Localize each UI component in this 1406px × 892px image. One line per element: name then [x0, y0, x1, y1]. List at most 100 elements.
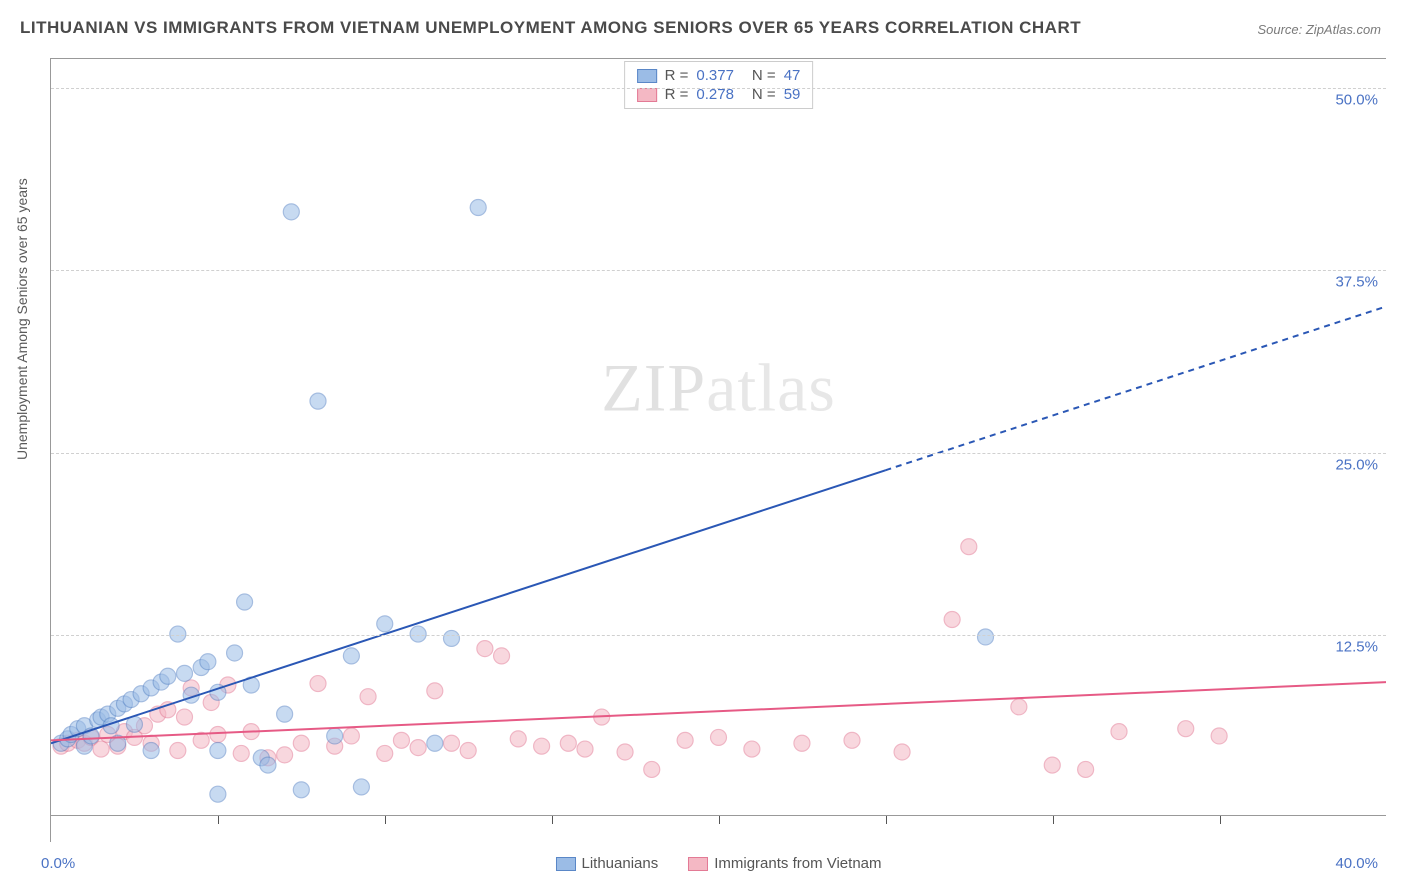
point-Immigrants from Vietnam — [360, 689, 376, 705]
point-Lithuanians — [200, 654, 216, 670]
point-Immigrants from Vietnam — [220, 677, 236, 693]
point-Lithuanians — [227, 645, 243, 661]
point-Immigrants from Vietnam — [93, 741, 109, 757]
point-Immigrants from Vietnam — [143, 735, 159, 751]
swatch-icon — [637, 69, 657, 83]
x-tick — [385, 816, 386, 824]
plot-svg — [51, 59, 1386, 842]
chart-area: ZIPatlas 0.0% 40.0% R = 0.377 N = 47 R =… — [50, 58, 1386, 842]
point-Lithuanians — [343, 648, 359, 664]
point-Lithuanians — [978, 629, 994, 645]
point-Immigrants from Vietnam — [577, 741, 593, 757]
point-Immigrants from Vietnam — [136, 718, 152, 734]
swatch-icon — [637, 88, 657, 102]
point-Immigrants from Vietnam — [243, 724, 259, 740]
point-Lithuanians — [310, 393, 326, 409]
point-Immigrants from Vietnam — [1044, 757, 1060, 773]
y-tick-label: 12.5% — [1335, 638, 1378, 655]
point-Immigrants from Vietnam — [377, 745, 393, 761]
point-Lithuanians — [123, 692, 139, 708]
point-Immigrants from Vietnam — [1011, 699, 1027, 715]
point-Immigrants from Vietnam — [894, 744, 910, 760]
point-Lithuanians — [183, 687, 199, 703]
point-Lithuanians — [427, 735, 443, 751]
point-Immigrants from Vietnam — [116, 724, 132, 740]
point-Lithuanians — [193, 660, 209, 676]
point-Immigrants from Vietnam — [711, 729, 727, 745]
r-label: R = — [665, 67, 689, 84]
point-Lithuanians — [143, 743, 159, 759]
point-Lithuanians — [70, 721, 86, 737]
legend-bottom: LithuaniansImmigrants from Vietnam — [555, 855, 881, 872]
point-Lithuanians — [210, 786, 226, 802]
source-label: Source: ZipAtlas.com — [1257, 22, 1381, 37]
point-Immigrants from Vietnam — [844, 732, 860, 748]
point-Lithuanians — [60, 731, 76, 747]
point-Immigrants from Vietnam — [203, 694, 219, 710]
point-Immigrants from Vietnam — [277, 747, 293, 763]
point-Lithuanians — [444, 630, 460, 646]
point-Lithuanians — [470, 200, 486, 216]
point-Lithuanians — [293, 782, 309, 798]
point-Immigrants from Vietnam — [310, 676, 326, 692]
y-axis-label: Unemployment Among Seniors over 65 years — [14, 178, 30, 460]
n-value: 47 — [784, 67, 801, 84]
point-Lithuanians — [210, 743, 226, 759]
y-tick-label: 50.0% — [1335, 92, 1378, 109]
point-Immigrants from Vietnam — [177, 709, 193, 725]
x-axis-end-label: 40.0% — [1335, 855, 1378, 872]
point-Immigrants from Vietnam — [293, 735, 309, 751]
point-Immigrants from Vietnam — [70, 732, 86, 748]
point-Immigrants from Vietnam — [1211, 728, 1227, 744]
point-Immigrants from Vietnam — [260, 750, 276, 766]
point-Immigrants from Vietnam — [233, 745, 249, 761]
point-Immigrants from Vietnam — [193, 732, 209, 748]
watermark-atlas: atlas — [706, 349, 836, 425]
point-Lithuanians — [283, 204, 299, 220]
point-Immigrants from Vietnam — [594, 709, 610, 725]
grid-line — [51, 453, 1386, 454]
point-Immigrants from Vietnam — [100, 727, 116, 743]
point-Immigrants from Vietnam — [1078, 761, 1094, 777]
point-Immigrants from Vietnam — [160, 702, 176, 718]
point-Lithuanians — [90, 712, 106, 728]
point-Immigrants from Vietnam — [83, 729, 99, 745]
grid-line — [51, 88, 1386, 89]
point-Lithuanians — [110, 700, 126, 716]
point-Lithuanians — [277, 706, 293, 722]
point-Immigrants from Vietnam — [944, 612, 960, 628]
point-Immigrants from Vietnam — [1111, 724, 1127, 740]
trend-line-Lithuanians — [51, 470, 885, 743]
point-Immigrants from Vietnam — [126, 729, 142, 745]
point-Lithuanians — [103, 718, 119, 734]
point-Immigrants from Vietnam — [427, 683, 443, 699]
point-Immigrants from Vietnam — [410, 740, 426, 756]
point-Lithuanians — [143, 680, 159, 696]
point-Immigrants from Vietnam — [343, 728, 359, 744]
point-Lithuanians — [177, 665, 193, 681]
grid-line — [51, 270, 1386, 271]
point-Lithuanians — [327, 728, 343, 744]
point-Lithuanians — [253, 750, 269, 766]
point-Lithuanians — [153, 674, 169, 690]
point-Immigrants from Vietnam — [170, 743, 186, 759]
point-Lithuanians — [76, 718, 92, 734]
legend-stats-box: R = 0.377 N = 47 R = 0.278 N = 59 — [624, 61, 814, 109]
point-Lithuanians — [126, 716, 142, 732]
r-value: 0.377 — [696, 67, 734, 84]
point-Immigrants from Vietnam — [60, 735, 76, 751]
point-Immigrants from Vietnam — [53, 738, 69, 754]
y-tick-label: 37.5% — [1335, 274, 1378, 291]
point-Lithuanians — [116, 696, 132, 712]
swatch-icon — [555, 857, 575, 871]
point-Immigrants from Vietnam — [1178, 721, 1194, 737]
trend-line-Immigrants from Vietnam — [51, 682, 1386, 740]
point-Lithuanians — [260, 757, 276, 773]
grid-line — [51, 635, 1386, 636]
point-Lithuanians — [110, 735, 126, 751]
point-Lithuanians — [100, 706, 116, 722]
legend-item: Lithuanians — [555, 855, 658, 872]
n-label: N = — [752, 67, 776, 84]
y-tick-label: 25.0% — [1335, 456, 1378, 473]
point-Immigrants from Vietnam — [744, 741, 760, 757]
